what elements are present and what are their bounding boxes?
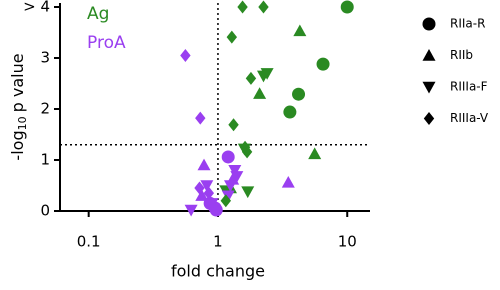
data-point xyxy=(205,198,219,210)
x-axis-label: fold change xyxy=(171,262,265,281)
legend-label: RIIIa-F xyxy=(450,80,488,94)
x-tick-label: 0.1 xyxy=(77,233,101,251)
y-label-subscript: 10 xyxy=(16,116,29,130)
data-point xyxy=(180,48,191,62)
x-tick-label: 10 xyxy=(338,233,357,251)
y-tick-label: 2 xyxy=(40,100,50,118)
data-point xyxy=(253,87,267,99)
data-point xyxy=(283,105,297,119)
legend-label: RIIa-R xyxy=(450,17,485,31)
legend-label: RIIIa-V xyxy=(450,111,489,125)
data-point xyxy=(197,158,211,171)
y-label-part: p value xyxy=(8,53,27,112)
data-point xyxy=(221,190,235,203)
data-point xyxy=(292,87,306,101)
data-point xyxy=(228,165,242,177)
data-point xyxy=(340,0,354,14)
data-point xyxy=(184,204,198,217)
data-point xyxy=(245,71,257,85)
group-label: ProA xyxy=(87,33,126,53)
data-point xyxy=(223,180,237,192)
x-tick-label: 1 xyxy=(213,233,223,251)
legend-marker xyxy=(422,17,436,31)
data-point xyxy=(195,189,209,201)
data-point xyxy=(258,0,269,14)
data-point xyxy=(230,171,244,183)
data-point xyxy=(308,147,322,160)
data-point xyxy=(200,180,214,192)
data-point xyxy=(293,24,307,37)
data-point xyxy=(241,145,253,159)
data-point xyxy=(220,194,232,208)
data-point xyxy=(221,150,235,164)
y-tick-label: > 4 xyxy=(23,0,50,16)
data-point xyxy=(260,68,274,80)
data-point xyxy=(241,186,255,199)
data-point xyxy=(195,111,206,125)
y-tick-label: 1 xyxy=(40,151,50,169)
y-axis-label: -log10 p value xyxy=(8,53,30,160)
legend-marker xyxy=(422,49,436,61)
y-tick-label: 3 xyxy=(40,49,50,67)
y-tick-label: 0 xyxy=(40,202,50,220)
data-point xyxy=(203,186,215,200)
data-point xyxy=(194,181,205,195)
group-label: Ag xyxy=(87,4,109,24)
y-label-part: -log xyxy=(8,130,27,160)
data-point xyxy=(228,118,239,132)
legend-marker xyxy=(422,81,436,94)
legend-marker xyxy=(423,112,435,125)
data-point xyxy=(316,57,330,71)
legend-label: RIIb xyxy=(450,48,473,62)
data-point xyxy=(237,0,248,14)
data-point xyxy=(281,175,295,188)
data-point xyxy=(226,30,238,44)
